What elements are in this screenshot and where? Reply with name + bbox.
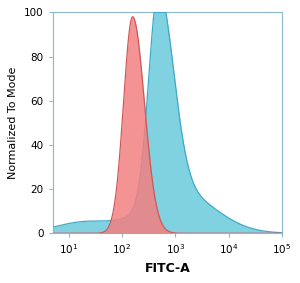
X-axis label: FITC-A: FITC-A: [144, 262, 190, 275]
Y-axis label: Normalized To Mode: Normalized To Mode: [8, 67, 18, 179]
